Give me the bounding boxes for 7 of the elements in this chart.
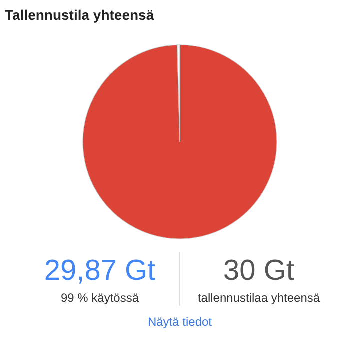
pie-slice <box>82 44 278 240</box>
text: tallennustilaa yhteensä <box>198 291 320 305</box>
text: 99 % käytössä <box>60 291 140 305</box>
text: 29,87 Gt <box>44 255 156 287</box>
chart-title: Tallennustila yhteensä <box>5 7 154 23</box>
text: Näytä tiedot <box>148 315 213 329</box>
text: 30 Gt <box>224 255 294 287</box>
